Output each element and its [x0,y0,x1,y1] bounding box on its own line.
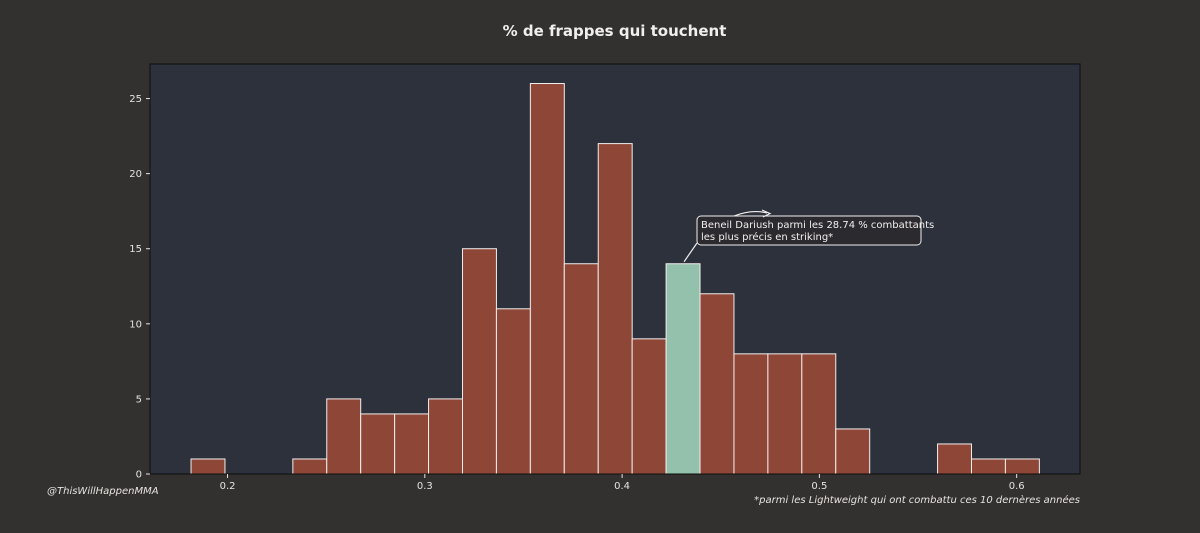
annotation-box [696,215,922,246]
histogram-bar [767,353,803,475]
histogram-bar [428,398,463,475]
x-tick-label: 0.4 [614,481,630,492]
y-tick-label: 25 [129,94,142,105]
histogram-bar [733,353,769,475]
histogram-bar [360,413,396,475]
bars-group [190,83,1040,475]
histogram-bar-highlighted [665,263,701,475]
histogram-bar [495,308,531,475]
histogram-bar [801,353,837,475]
x-tick-label: 0.3 [417,481,433,492]
plot-frame [149,63,1081,475]
x-tick-label: 0.6 [1009,481,1025,492]
annotation-pointer-line [683,242,698,263]
y-tick-label: 10 [129,319,142,330]
histogram-bar [937,443,972,475]
histogram-bar [597,143,633,475]
x-tick-label: 0.2 [220,481,236,492]
y-tick-label: 20 [129,169,142,180]
histogram-bar [699,293,735,475]
histogram-bar [631,338,667,475]
histogram-bar [563,263,599,475]
axes-group: 0 5 10 15 20 25 0.2 0.3 0.4 0.5 0.6 [129,63,1081,492]
histogram-bar [970,458,1006,475]
annotation-text-line: les plus précis en striking* [701,231,833,243]
annotation-arrow [733,210,768,217]
histogram-bar [1004,458,1040,475]
histogram-bar [529,83,565,475]
annotation-text-line: Beneil Dariush parmi les 28.74 % combatt… [701,220,934,231]
chart-title: % de frappes qui touchent [502,22,727,40]
x-tick-label: 0.5 [811,481,827,492]
histogram-bar [326,398,362,475]
histogram-bar [292,458,328,475]
histogram-bar [190,458,226,475]
credit-text: @ThisWillHappenMMA [47,486,159,497]
annotation-arrowhead [761,209,772,218]
footnote-text: *parmi les Lightweight qui ont combattu … [754,495,1080,506]
histogram-bar [835,428,871,475]
histogram-bar [461,248,497,475]
annotation-group: Beneil Dariush parmi les 28.74 % combatt… [683,209,934,263]
y-tick-label: 15 [129,244,142,255]
y-tick-label: 5 [136,394,142,405]
histogram-bar [394,413,430,475]
y-tick-label: 0 [136,470,142,481]
